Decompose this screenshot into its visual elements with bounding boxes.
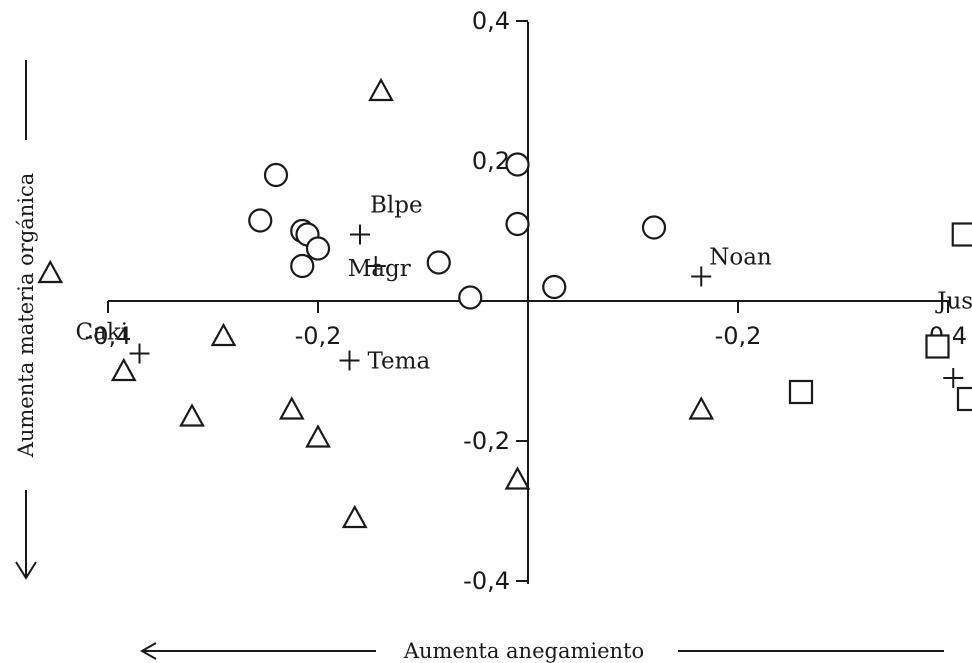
circle-point — [248, 208, 273, 233]
square-point — [956, 386, 972, 412]
y-axis-title: Aumenta materia orgánica — [14, 173, 38, 459]
triangle-point — [210, 322, 237, 347]
circle-point — [426, 250, 451, 275]
circle-point — [542, 274, 567, 300]
y-tick-label: -0,2 — [463, 427, 510, 455]
plus-point — [129, 343, 150, 364]
circle-point — [458, 285, 483, 310]
y-axis-arrow-down-icon — [15, 561, 37, 580]
species-label: Blpe — [370, 193, 423, 219]
x-tick-label: -0,4 — [85, 322, 132, 350]
species-label: Noan — [709, 245, 772, 271]
x-axis-title-group: Aumenta anegamiento — [139, 639, 944, 663]
triangle-point — [110, 357, 137, 382]
y-axis-title-group: Aumenta materia orgánica — [14, 60, 38, 580]
x-tick-label: -0,2 — [295, 322, 342, 350]
species-label: Tema — [368, 349, 431, 375]
circle-point — [263, 162, 289, 188]
y-tick-label: -0,4 — [463, 567, 510, 595]
data-points — [37, 77, 972, 529]
circle-point — [505, 152, 530, 177]
species-label: Caki — [76, 320, 129, 346]
point-labels: BlpeMagrNoanFeruJuscCakiTemaNamu — [76, 193, 972, 375]
triangle-point — [278, 396, 305, 420]
species-label: Magr — [348, 256, 411, 282]
axes — [108, 22, 950, 584]
triangle-point — [368, 77, 394, 102]
x-tick-label: -0,2 — [715, 322, 762, 350]
y-tick-label: 0,2 — [472, 147, 510, 175]
triangle-point — [341, 504, 368, 529]
x-axis-title: Aumenta anegamiento — [403, 639, 644, 663]
plus-point — [691, 266, 712, 287]
circle-point — [305, 236, 331, 261]
plus-point — [350, 224, 370, 245]
circle-point — [505, 211, 530, 237]
species-label: Jusc — [935, 289, 972, 315]
plus-point — [339, 350, 360, 371]
triangle-point — [504, 466, 531, 490]
x-axis-arrow-left-icon — [139, 642, 157, 660]
plus-point — [943, 368, 964, 388]
square-point — [925, 334, 950, 359]
plus-point — [365, 256, 386, 276]
square-point — [788, 379, 814, 405]
y-tick-label: 0,4 — [472, 7, 510, 35]
triangle-point — [179, 403, 205, 427]
square-point — [951, 222, 972, 247]
triangle-point — [37, 259, 64, 284]
circle-point — [290, 253, 315, 279]
triangle-point — [688, 396, 715, 420]
triangle-point — [305, 424, 331, 448]
circle-point — [641, 215, 667, 240]
